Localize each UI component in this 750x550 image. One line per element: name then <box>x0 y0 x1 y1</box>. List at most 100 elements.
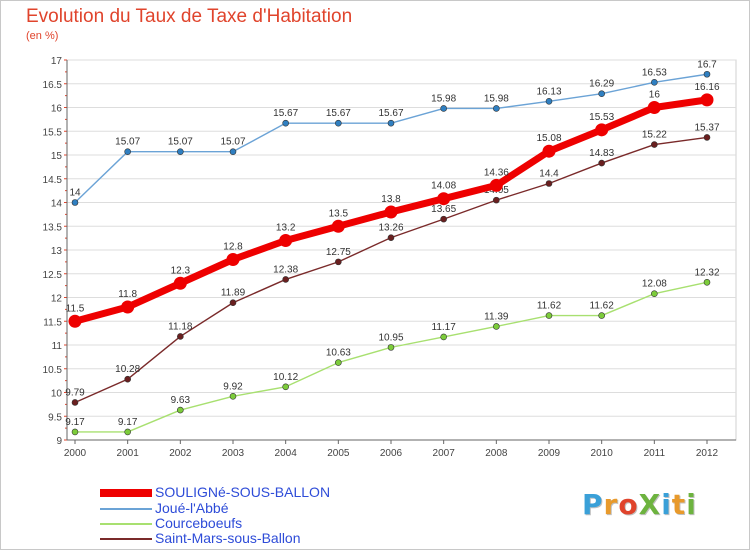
data-point <box>124 148 131 155</box>
data-label: 14 <box>69 188 81 199</box>
data-label: 9.92 <box>223 381 243 392</box>
x-tick-label: 2007 <box>433 448 456 459</box>
data-point <box>226 253 240 266</box>
data-label: 14.4 <box>539 169 559 180</box>
data-label: 13.5 <box>329 208 349 219</box>
data-label: 15.37 <box>694 122 719 133</box>
data-point <box>700 93 714 107</box>
data-point <box>703 134 711 141</box>
data-label: 9.63 <box>171 395 191 406</box>
legend-swatch <box>100 508 152 510</box>
data-point <box>651 79 658 86</box>
data-point <box>177 148 184 155</box>
data-label: 11.18 <box>168 321 193 332</box>
chart-title: Evolution du Taux de Taxe d'Habitation <box>26 6 353 27</box>
data-label: 15.67 <box>326 108 351 119</box>
data-label: 16.16 <box>694 82 719 93</box>
series-soulign-sous-ballon: 11.5 11.8 12.3 12.8 13.2 13.5 13.8 14.08 14.36 15… <box>66 82 720 328</box>
y-tick-label: 17 <box>51 56 63 67</box>
data-label: 13.65 <box>431 204 456 215</box>
data-label: 12.08 <box>642 279 667 290</box>
logo-letter: i <box>661 488 672 521</box>
y-tick-label: 10 <box>51 389 63 400</box>
series-jou-l-abb: 14 15.07 15.07 15.07 15.67 15.67 15.67 15.98 15.… <box>69 59 717 206</box>
data-point <box>71 199 79 206</box>
data-point <box>173 276 187 290</box>
x-tick-label: 2002 <box>169 448 192 459</box>
data-point <box>440 105 447 112</box>
y-tick-label: 15.5 <box>43 127 63 138</box>
data-point <box>489 178 503 192</box>
x-tick-label: 2001 <box>117 448 140 459</box>
data-point <box>124 375 131 383</box>
data-label: 13.2 <box>276 223 296 234</box>
logo-letter: i <box>686 488 697 521</box>
data-point <box>384 205 398 219</box>
data-point <box>647 101 661 114</box>
logo-letter: P <box>582 488 604 521</box>
data-point <box>545 98 553 105</box>
logo-letter: t <box>671 488 687 521</box>
data-label: 10.28 <box>115 364 140 375</box>
data-point <box>542 144 556 158</box>
data-label: 11.89 <box>221 288 246 299</box>
x-tick-label: 2011 <box>644 448 666 459</box>
data-label: 16 <box>649 90 661 101</box>
data-label: 11.39 <box>484 311 509 322</box>
data-point <box>598 90 605 98</box>
x-tick-label: 2000 <box>64 448 87 459</box>
data-label: 10.12 <box>273 372 298 383</box>
data-label: 11.62 <box>537 301 562 312</box>
y-tick-label: 12.5 <box>43 270 63 281</box>
x-tick-label: 2010 <box>591 448 614 459</box>
legend-label: Courceboeufs <box>155 515 243 531</box>
data-point <box>229 299 237 307</box>
data-label: 14.83 <box>589 148 614 159</box>
y-tick-label: 11.5 <box>43 317 62 328</box>
x-tick-label: 2008 <box>485 448 508 459</box>
data-label: 11.17 <box>432 322 457 333</box>
data-point <box>493 196 500 204</box>
logo-letter: X <box>638 488 662 521</box>
x-tick-label: 2006 <box>380 448 403 459</box>
data-label: 13.26 <box>378 223 403 234</box>
data-point <box>493 105 500 112</box>
data-label: 15.67 <box>273 108 298 119</box>
data-label: 10.95 <box>378 332 403 343</box>
data-label: 10.63 <box>326 348 351 359</box>
data-point <box>545 312 553 319</box>
data-point <box>493 323 500 330</box>
series-saint-mars-sous-ballon: 9.79 10.28 11.18 11.89 12.38 12.75 13.26 13.65 1… <box>65 122 720 406</box>
data-point <box>598 159 605 167</box>
data-label: 15.98 <box>431 93 456 104</box>
data-label: 15.07 <box>220 137 245 148</box>
data-label: 15.53 <box>589 112 614 123</box>
data-label: 12.3 <box>171 265 191 276</box>
data-point <box>335 119 342 127</box>
y-tick-label: 16.5 <box>43 80 63 91</box>
data-label: 11.5 <box>66 303 85 314</box>
series-courceboeufs: 9.17 9.17 9.63 9.92 10.12 10.63 10.95 11.17 11.3… <box>65 267 720 436</box>
data-point <box>335 359 342 366</box>
chart-subtitle: (en %) <box>26 30 59 42</box>
data-label: 15.07 <box>168 137 193 148</box>
data-point <box>651 290 658 298</box>
data-label: 15.07 <box>115 137 140 148</box>
y-tick-label: 13.5 <box>43 222 63 233</box>
data-point <box>387 119 395 127</box>
y-tick-label: 11 <box>52 341 63 352</box>
data-point <box>229 148 237 155</box>
data-label: 15.98 <box>484 93 509 104</box>
data-point <box>440 215 447 223</box>
legend-swatch <box>100 523 152 525</box>
data-label: 12.38 <box>273 264 298 275</box>
data-point <box>282 119 289 127</box>
x-tick-label: 2003 <box>222 448 245 459</box>
data-point <box>651 141 658 148</box>
data-label: 11.62 <box>590 301 615 312</box>
data-label: 16.53 <box>642 67 667 78</box>
data-point <box>229 392 237 400</box>
data-point <box>335 258 342 266</box>
x-tick-label: 2004 <box>275 448 298 459</box>
